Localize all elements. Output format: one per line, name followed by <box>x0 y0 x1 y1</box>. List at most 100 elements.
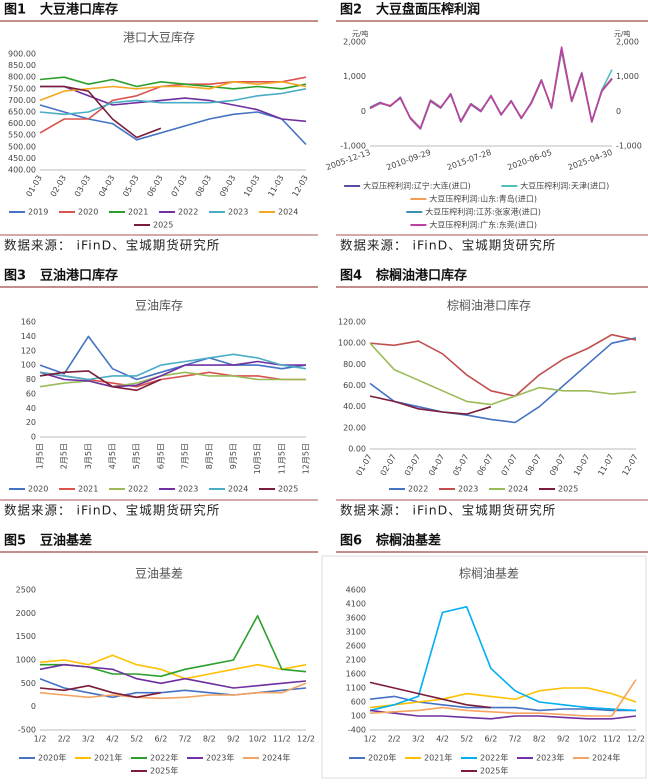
heading-title: 大豆港口库存 <box>40 2 118 18</box>
y-tick-label: 120 <box>21 346 36 355</box>
y-tick-label: 900.00 <box>8 50 36 59</box>
y-tick-label: 40.00 <box>343 402 366 411</box>
heading-number: 图5 <box>4 534 26 549</box>
series-line <box>40 85 307 123</box>
x-tick-label: 4月5日 <box>108 443 117 469</box>
source-text: 数据来源： iFinD、宝城期货研究所 <box>340 503 556 518</box>
legend-label: 2022 <box>408 485 428 494</box>
x-tick-label: 10-03 <box>242 174 261 199</box>
x-tick-label: 9/2 <box>557 735 570 744</box>
x-tick-label: 4/2 <box>436 735 449 744</box>
x-tick-label: 02-07 <box>379 453 398 478</box>
y-tick-label: 3600 <box>346 614 366 623</box>
x-tick-label: 8月5日 <box>205 443 214 469</box>
heading-title: 豆油基差 <box>40 533 92 549</box>
series-line <box>369 337 637 424</box>
x-tick-label: 2025-04-30 <box>567 148 614 172</box>
x-tick-label: 10/2 <box>579 735 597 744</box>
y-tick-label: 0 <box>361 107 366 116</box>
series-line <box>39 371 306 388</box>
series-line <box>39 682 307 700</box>
legend-label: 大豆压榨利润:天津(进口) <box>520 181 609 191</box>
y-tick-label: 4100 <box>346 600 366 609</box>
x-tick-label: 03-03 <box>73 174 92 199</box>
series-line <box>369 709 637 720</box>
series-line <box>369 679 637 717</box>
panel-border <box>321 555 647 779</box>
y-tick-label: 100 <box>351 712 366 721</box>
y-tick-label: 2000 <box>16 609 36 618</box>
legend-label: 2022 <box>178 208 198 217</box>
heading-number: 图2 <box>340 3 362 18</box>
legend-label: 2022年 <box>150 753 178 763</box>
legend-label: 2021年 <box>94 753 122 763</box>
x-tick-label: 06-07 <box>475 453 494 478</box>
x-tick-label: 9/2 <box>227 735 240 744</box>
x-tick-label: 02-03 <box>49 174 68 199</box>
y-tick-label: -400 <box>348 726 366 735</box>
legend-label: 大豆压榨利润:山东:青岛(进口) <box>429 194 537 204</box>
y-tick-label: 100.00 <box>338 339 366 348</box>
legend-label: 2024 <box>508 485 528 494</box>
y2-tick-label: 0 <box>616 107 621 116</box>
legend-label: 2022年 <box>480 753 508 763</box>
y-tick-label: 2,000 <box>343 38 366 47</box>
heading-title: 棕榈油港口库存 <box>375 268 467 284</box>
series-line <box>40 614 307 678</box>
x-tick-label: 12-03 <box>290 174 309 199</box>
y-tick-label: 100 <box>21 361 36 370</box>
source-text: 数据来源： iFinD、宝城期货研究所 <box>4 238 220 253</box>
y-tick-label: 1000 <box>16 656 36 665</box>
legend-label: 大豆压榨利润:广东:东莞(进口) <box>429 220 537 230</box>
x-tick-label: 03-07 <box>403 453 422 478</box>
x-tick-label: 08-07 <box>524 453 543 478</box>
legend-label: 2025 <box>278 485 298 494</box>
series-line <box>39 104 307 146</box>
x-tick-label: 7/2 <box>179 735 192 744</box>
x-tick-label: 6/2 <box>484 735 497 744</box>
x-tick-label: 12月5日 <box>302 443 311 474</box>
y-tick-label: 80 <box>26 375 36 384</box>
legend-label: 2021 <box>128 208 148 217</box>
heading-number: 图3 <box>4 269 26 284</box>
series-line <box>39 360 306 388</box>
series-line <box>369 333 637 397</box>
legend-label: 2023 <box>228 208 248 217</box>
heading-number: 图1 <box>4 3 26 18</box>
x-tick-label: 04-03 <box>97 174 116 199</box>
y-tick-label: -1,000 <box>340 142 366 151</box>
legend-label: 2025年 <box>480 766 508 776</box>
y-tick-label: 800.00 <box>8 73 36 82</box>
y-tick-label: 0 <box>31 702 36 711</box>
x-tick-label: 2015-07-28 <box>446 148 493 172</box>
y2-tick-label: 2,000 <box>616 38 639 47</box>
legend-label: 2025 <box>558 485 578 494</box>
x-tick-label: 11/2 <box>273 735 291 744</box>
legend-label: 2020年 <box>38 753 66 763</box>
legend-label: 2024 <box>228 485 248 494</box>
x-tick-label: 10月5日 <box>253 443 262 474</box>
x-tick-label: 3月5日 <box>84 443 93 469</box>
heading-title: 大豆盘面压榨利润 <box>376 2 480 18</box>
x-tick-label: 05-03 <box>121 174 140 199</box>
x-tick-label: 10/2 <box>249 735 267 744</box>
x-tick-label: 11-03 <box>266 174 285 199</box>
y-tick-label: 40 <box>26 404 36 413</box>
x-tick-label: 1/2 <box>364 735 377 744</box>
y-tick-label: 400.00 <box>8 166 36 175</box>
series-line <box>369 395 492 415</box>
x-tick-label: 7/2 <box>509 735 522 744</box>
x-tick-label: 6月5日 <box>156 443 165 469</box>
y-tick-label: 700.00 <box>8 96 36 105</box>
y-tick-label: 80.00 <box>343 360 366 369</box>
series-line <box>40 85 162 139</box>
y-tick-label: 750.00 <box>8 84 36 93</box>
source-text: 数据来源： iFinD、宝城期货研究所 <box>340 238 556 253</box>
legend-label: 2025 <box>153 221 173 230</box>
x-tick-label: 3/2 <box>412 735 425 744</box>
series-line <box>39 76 307 90</box>
y-tick-label: 500 <box>21 679 36 688</box>
series-line <box>39 76 307 134</box>
x-tick-label: 6/2 <box>154 735 167 744</box>
